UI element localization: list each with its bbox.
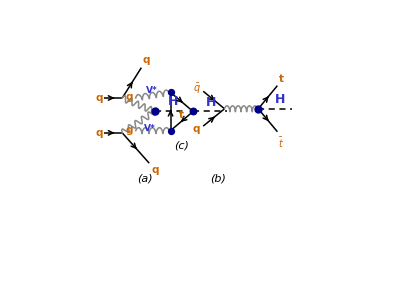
Text: H: H	[274, 93, 285, 106]
Text: g: g	[125, 125, 133, 135]
Point	[167, 128, 173, 133]
Text: q: q	[142, 55, 150, 65]
Text: (a): (a)	[137, 174, 152, 184]
Point	[151, 109, 158, 114]
Point	[167, 90, 173, 95]
Text: g: g	[125, 92, 133, 102]
Point	[254, 107, 261, 111]
Text: V*: V*	[145, 86, 157, 95]
Text: q: q	[95, 93, 103, 103]
Text: H: H	[168, 95, 178, 108]
Text: (b): (b)	[209, 174, 225, 184]
Text: q: q	[192, 124, 200, 134]
Text: V*: V*	[143, 124, 155, 133]
Text: H: H	[205, 96, 215, 109]
Text: q: q	[95, 128, 103, 138]
Point	[189, 109, 196, 114]
Text: q: q	[151, 166, 159, 175]
Text: t: t	[278, 74, 283, 84]
Text: t: t	[178, 110, 183, 120]
Text: $\bar{q}$: $\bar{q}$	[192, 81, 200, 95]
Text: $\bar{t}$: $\bar{t}$	[278, 135, 283, 150]
Text: (c): (c)	[174, 140, 189, 150]
